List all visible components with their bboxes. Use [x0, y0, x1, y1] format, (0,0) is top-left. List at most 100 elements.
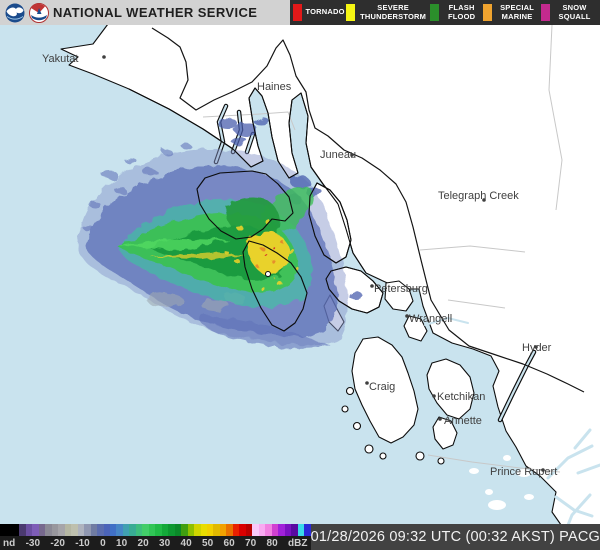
- city-label-telegraph-creek: Telegraph Creek: [438, 190, 519, 202]
- legend-item-flash-flood: FLASH FLOOD: [429, 2, 482, 21]
- island-wrangell: [403, 315, 428, 342]
- scale-label: -30: [25, 537, 41, 549]
- legend-label: SEVERE THUNDERSTORM: [360, 2, 427, 21]
- city-label-haines: Haines: [257, 81, 292, 93]
- legend-label: SNOW SQUALL: [558, 2, 591, 21]
- dbz-color-segment: [258, 524, 266, 536]
- echo-streak: [118, 238, 230, 250]
- dbz-color-segment: [155, 524, 162, 536]
- nws-logo[interactable]: [29, 2, 49, 23]
- dbz-color-segment: [297, 524, 305, 536]
- island-annette: [432, 416, 458, 450]
- city-label-juneau: Juneau: [320, 149, 356, 161]
- scale-label: 10: [116, 537, 128, 549]
- legend-item-snow-squall: SNOW SQUALL: [540, 2, 597, 21]
- scale-label: 50: [202, 537, 214, 549]
- city-label-wrangell: Wrangell: [409, 313, 452, 325]
- scale-label: dBZ: [288, 537, 308, 549]
- dbz-color-segment: [58, 524, 65, 536]
- dbz-color-segment: [213, 524, 220, 536]
- legend-label: TORNADO: [305, 7, 345, 17]
- reflectivity-scale: nd -30 -20 -10 0 10 20 30 40 50 60 70 80…: [0, 524, 311, 550]
- echo-yellow-core: [248, 231, 290, 275]
- city-label-hyder: Hyder: [522, 342, 552, 354]
- dbz-color-segment: [239, 524, 246, 536]
- dbz-color-segment: [245, 524, 253, 536]
- dbz-color-segment: [19, 524, 26, 536]
- scale-label: 20: [137, 537, 149, 549]
- dbz-color-segment: [265, 524, 272, 536]
- dbz-color-segment: [226, 524, 233, 536]
- canadian-islets: [469, 455, 534, 510]
- island-prince-of-wales: [351, 336, 419, 444]
- dbz-color-segment: [207, 524, 214, 536]
- scale-label: -20: [50, 537, 65, 549]
- island-revillagigedo: [426, 358, 475, 420]
- scale-label: nd: [3, 537, 16, 549]
- islet: [437, 457, 445, 465]
- dbz-color-segment: [148, 524, 156, 536]
- scale-label: 40: [180, 537, 192, 549]
- scale-label: -10: [75, 537, 90, 549]
- legend-label: FLASH FLOOD: [447, 2, 476, 21]
- city-label-yakutat: Yakutat: [42, 53, 79, 65]
- dbz-scale-labels: nd -30 -20 -10 0 10 20 30 40 50 60 70 80…: [0, 536, 311, 550]
- city-label-craig: Craig: [369, 381, 395, 393]
- dbz-color-segment: [116, 524, 123, 536]
- dbz-color-segment: [122, 524, 130, 536]
- city-label-petersburg: Petersburg: [374, 283, 428, 295]
- echo-yellow-streak: [150, 252, 245, 260]
- dbz-color-segment: [77, 524, 85, 536]
- scale-label: 70: [245, 537, 257, 549]
- app-title: NATIONAL WEATHER SERVICE: [53, 5, 258, 20]
- dbz-color-segment: [12, 524, 20, 536]
- border-line: [151, 27, 585, 393]
- dbz-color-segment: [32, 524, 39, 536]
- dbz-color-segment: [51, 524, 59, 536]
- dbz-color-segment: [284, 524, 292, 536]
- islet: [379, 452, 387, 460]
- legend-label: SPECIAL MARINE: [500, 2, 535, 21]
- dbz-color-segment: [64, 524, 72, 536]
- islet: [364, 444, 374, 454]
- header-branding: NATIONAL WEATHER SERVICE: [0, 0, 290, 25]
- header-bar: NATIONAL WEATHER SERVICE TORNADO SEVERE …: [0, 0, 600, 25]
- dbz-color-segment: [142, 524, 149, 536]
- dbz-color-segment: [168, 524, 175, 536]
- dbz-color-segment: [219, 524, 227, 536]
- echo-speckles-nw: [83, 143, 191, 231]
- islet: [415, 451, 425, 461]
- scale-label: 30: [159, 537, 171, 549]
- islet: [341, 405, 349, 413]
- severe-thunderstorm-swatch: [346, 4, 356, 21]
- flash-flood-swatch: [429, 4, 439, 21]
- legend-item-severe-thunderstorm: SEVERE THUNDERSTORM: [346, 2, 428, 21]
- radar-echo: [78, 118, 363, 349]
- echo-orange-dots: [255, 239, 283, 268]
- scale-label: 0: [100, 537, 106, 549]
- city-label-ketchikan: Ketchikan: [437, 391, 485, 403]
- dbz-color-segment: [194, 524, 201, 536]
- dbz-color-segment: [90, 524, 98, 536]
- islet: [345, 386, 355, 396]
- dbz-color-segment: [232, 524, 240, 536]
- zone-boundaries: [202, 24, 563, 473]
- dbz-color-segment: [187, 524, 195, 536]
- legend-item-tornado: TORNADO: [293, 4, 344, 21]
- dbz-color-segment: [304, 524, 311, 536]
- city-label-prince-rupert: Prince Rupert: [490, 466, 557, 478]
- dbz-color-segment: [129, 524, 136, 536]
- dbz-color-segment: [181, 524, 188, 536]
- special-marine-swatch: [483, 4, 493, 21]
- dbz-color-segment: [38, 524, 46, 536]
- dbz-color-segment: [271, 524, 279, 536]
- dbz-color-segment: [84, 524, 91, 536]
- noaa-logo[interactable]: [5, 3, 25, 23]
- city-labels: Yakutat Haines Juneau Telegraph Creek Pe…: [42, 53, 557, 478]
- dbz-color-segment: [291, 524, 298, 536]
- scale-label: 60: [223, 537, 235, 549]
- dbz-colorbar: [0, 524, 311, 536]
- timestamp-text: 01/28/2026 09:32 UTC (00:32 AKST) PACG: [310, 529, 600, 545]
